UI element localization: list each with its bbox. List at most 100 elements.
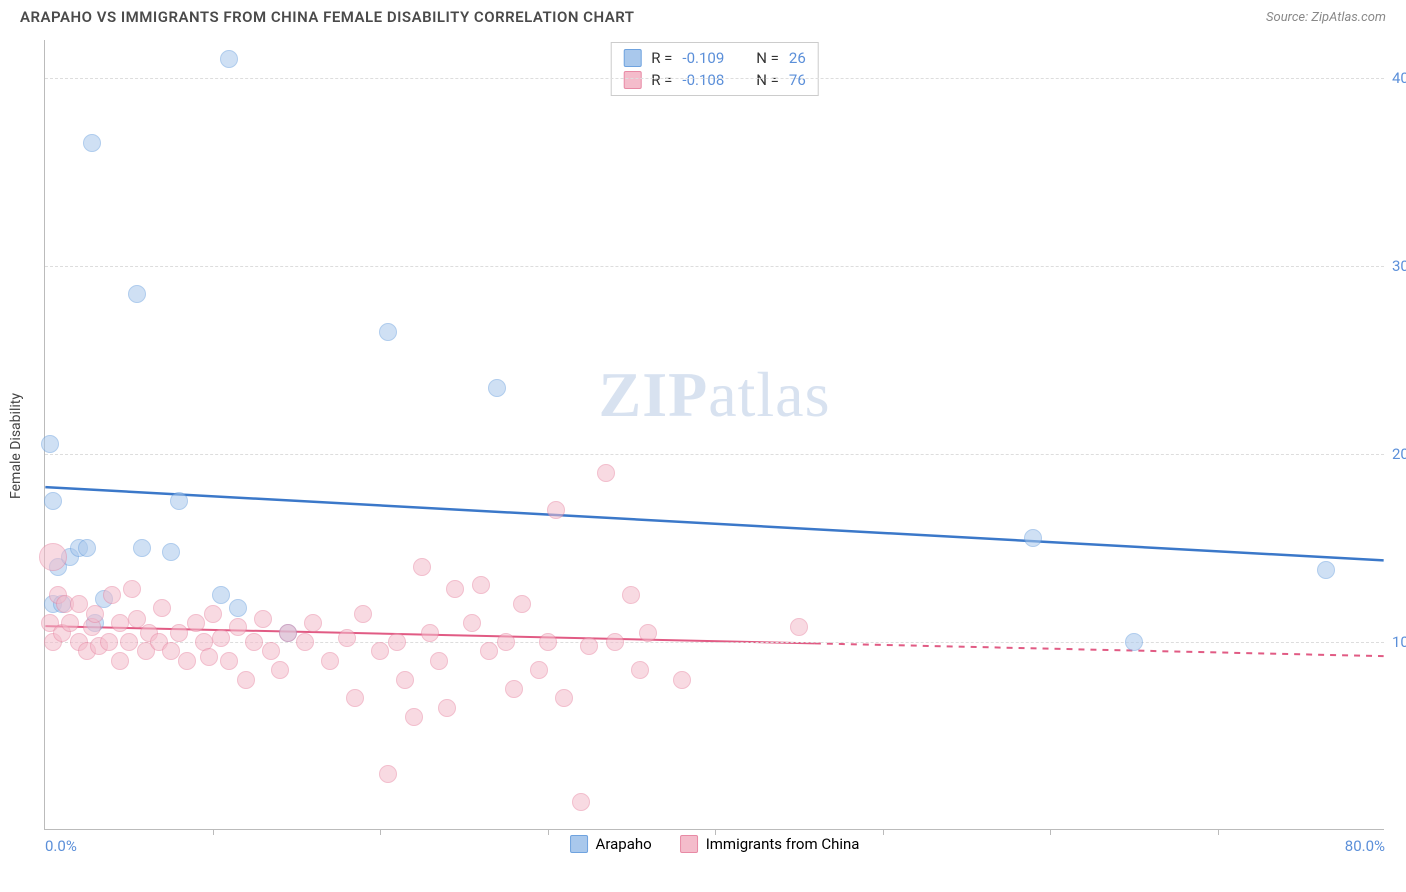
- data-point: [472, 576, 490, 594]
- data-point: [463, 614, 481, 632]
- data-point: [790, 618, 808, 636]
- data-point: [123, 580, 141, 598]
- gridline: [45, 454, 1384, 455]
- data-point: [396, 671, 414, 689]
- data-point: [254, 610, 272, 628]
- data-point: [438, 699, 456, 717]
- x-tick-mark: [548, 829, 549, 835]
- legend-label: Arapaho: [596, 835, 652, 853]
- legend-r-value: -0.108: [682, 71, 724, 89]
- data-point: [405, 708, 423, 726]
- x-tick-mark: [1218, 829, 1219, 835]
- data-point: [111, 652, 129, 670]
- x-tick-mark: [1050, 829, 1051, 835]
- trend-line-extrapolated: [815, 643, 1384, 656]
- data-point: [321, 652, 339, 670]
- data-point: [44, 492, 62, 510]
- trend-line: [45, 487, 1383, 560]
- data-point: [162, 543, 180, 561]
- data-point: [103, 586, 121, 604]
- data-point: [513, 595, 531, 613]
- data-point: [220, 652, 238, 670]
- data-point: [555, 689, 573, 707]
- data-point: [212, 629, 230, 647]
- data-point: [497, 633, 515, 651]
- data-point: [304, 614, 322, 632]
- data-point: [539, 633, 557, 651]
- data-point: [229, 618, 247, 636]
- data-point: [187, 614, 205, 632]
- data-point: [153, 599, 171, 617]
- data-point: [39, 543, 67, 571]
- data-point: [220, 50, 238, 68]
- legend-item: Arapaho: [570, 835, 652, 853]
- legend-n-value: 76: [789, 71, 806, 89]
- data-point: [631, 661, 649, 679]
- data-point: [170, 624, 188, 642]
- source-attribution: Source: ZipAtlas.com: [1266, 10, 1386, 25]
- data-point: [379, 323, 397, 341]
- y-axis-label: Female Disability: [8, 393, 24, 499]
- x-tick-label: 0.0%: [45, 837, 77, 855]
- data-point: [1317, 561, 1335, 579]
- y-tick-label: 10.0%: [1392, 633, 1406, 651]
- data-point: [162, 642, 180, 660]
- data-point: [430, 652, 448, 670]
- data-point: [346, 689, 364, 707]
- data-point: [128, 285, 146, 303]
- data-point: [413, 558, 431, 576]
- data-point: [133, 539, 151, 557]
- data-point: [170, 492, 188, 510]
- legend-swatch: [570, 835, 588, 853]
- x-tick-label: 80.0%: [1345, 837, 1385, 855]
- data-point: [245, 633, 263, 651]
- legend-row: R = -0.109N = 26: [623, 47, 806, 69]
- data-point: [547, 501, 565, 519]
- data-point: [237, 671, 255, 689]
- legend-swatch: [623, 71, 641, 89]
- x-tick-mark: [883, 829, 884, 835]
- gridline: [45, 78, 1384, 79]
- data-point: [530, 661, 548, 679]
- data-point: [204, 605, 222, 623]
- legend-n-label: N =: [756, 49, 779, 67]
- data-point: [622, 586, 640, 604]
- y-tick-label: 30.0%: [1392, 257, 1406, 275]
- x-tick-mark: [213, 829, 214, 835]
- data-point: [41, 435, 59, 453]
- data-point: [212, 586, 230, 604]
- legend-n-value: 26: [789, 49, 806, 67]
- x-tick-mark: [380, 829, 381, 835]
- data-point: [421, 624, 439, 642]
- data-point: [639, 624, 657, 642]
- data-point: [673, 671, 691, 689]
- legend-row: R = -0.108N = 76: [623, 69, 806, 91]
- data-point: [580, 637, 598, 655]
- data-point: [597, 464, 615, 482]
- y-tick-label: 20.0%: [1392, 445, 1406, 463]
- watermark: ZIPatlas: [599, 358, 831, 432]
- data-point: [100, 633, 118, 651]
- data-point: [86, 605, 104, 623]
- data-point: [1125, 633, 1143, 651]
- data-point: [70, 595, 88, 613]
- title-bar: ARAPAHO VS IMMIGRANTS FROM CHINA FEMALE …: [0, 0, 1406, 30]
- watermark-zip: ZIP: [599, 359, 709, 430]
- data-point: [338, 629, 356, 647]
- chart-container: ARAPAHO VS IMMIGRANTS FROM CHINA FEMALE …: [0, 0, 1406, 892]
- data-point: [296, 633, 314, 651]
- data-point: [371, 642, 389, 660]
- data-point: [572, 793, 590, 811]
- data-point: [480, 642, 498, 660]
- chart-title: ARAPAHO VS IMMIGRANTS FROM CHINA FEMALE …: [20, 8, 635, 26]
- data-point: [78, 539, 96, 557]
- data-point: [120, 633, 138, 651]
- gridline: [45, 266, 1384, 267]
- data-point: [446, 580, 464, 598]
- plot-area: ZIPatlas R = -0.109N = 26R = -0.108N = 7…: [44, 40, 1384, 830]
- watermark-atlas: atlas: [708, 359, 830, 430]
- data-point: [606, 633, 624, 651]
- legend-swatch: [623, 49, 641, 67]
- data-point: [354, 605, 372, 623]
- legend-r-value: -0.109: [682, 49, 724, 67]
